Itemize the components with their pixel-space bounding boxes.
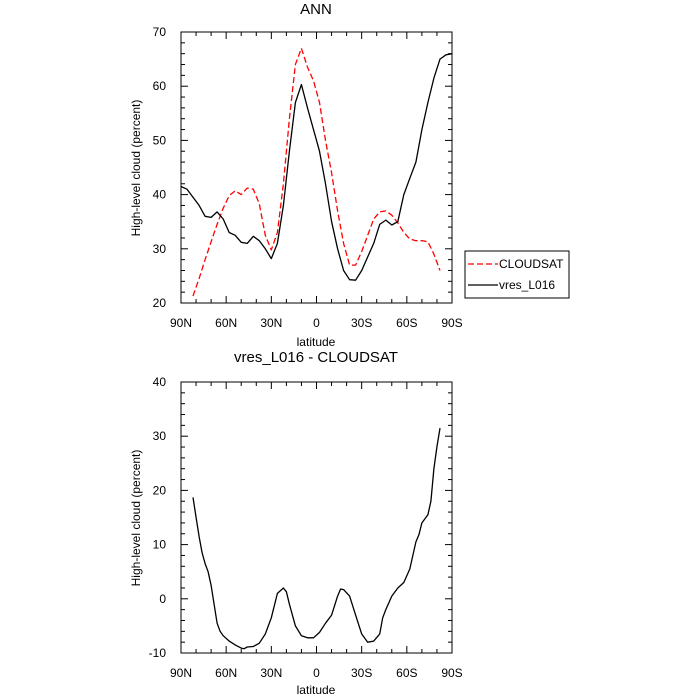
x-tick-label: 30N (260, 316, 282, 330)
x-tick-label: 0 (313, 666, 320, 680)
x-axis-label: latitude (297, 335, 336, 349)
legend-label-cloudsat: CLOUDSAT (499, 257, 564, 271)
legend-box (464, 250, 570, 299)
x-tick-label: 90S (441, 666, 462, 680)
x-tick-label: 60S (396, 666, 417, 680)
x-tick-label: 60N (215, 316, 237, 330)
x-tick-label: 30N (260, 666, 282, 680)
x-tick-label: 0 (313, 316, 320, 330)
y-tick-label: 30 (153, 242, 167, 256)
tick-group: 90N 60N 30N 0 30S 60S 90S 20 30 40 50 60 70 (153, 25, 463, 330)
y-tick-label: -10 (149, 646, 167, 660)
y-tick-label: 20 (153, 483, 167, 497)
x-tick-label: 90N (170, 666, 192, 680)
series-line-cloudsat (192, 47, 441, 297)
series-layer (192, 427, 441, 650)
y-tick-label: 10 (153, 538, 167, 552)
chart-title: ANN (300, 1, 332, 18)
series-layer (180, 47, 453, 297)
y-tick-label: 50 (153, 133, 167, 147)
y-tick-label: 60 (153, 79, 167, 93)
y-axis-label: High-level cloud (percent) (129, 450, 143, 587)
panel-difference: vres_L016 - CLOUDSAT latitude High-level… (129, 349, 463, 697)
x-tick-label: 30S (351, 316, 372, 330)
legend: CLOUDSAT vres_L016 (464, 250, 570, 299)
y-tick-label: 70 (153, 25, 167, 39)
chart-title: vres_L016 - CLOUDSAT (234, 349, 398, 366)
tick-group: 90N 60N 30N 0 30S 60S 90S -10 0 10 20 30 40 (149, 375, 463, 680)
y-tick-label: 40 (153, 188, 167, 202)
series-line-vres-l016-cloudsat (192, 427, 441, 650)
series-line-vres-l016 (180, 53, 453, 281)
plot-frame (180, 381, 453, 654)
y-tick-label: 20 (153, 296, 167, 310)
x-tick-label: 30S (351, 666, 372, 680)
x-axis-label: latitude (297, 683, 336, 697)
panel-ann: ANN latitude High-level cloud (percent) … (129, 1, 463, 349)
x-tick-label: 60N (215, 666, 237, 680)
x-tick-label: 90S (441, 316, 462, 330)
x-tick-label: 60S (396, 316, 417, 330)
y-tick-label: 0 (159, 592, 166, 606)
x-tick-label: 90N (170, 316, 192, 330)
y-tick-label: 30 (153, 429, 167, 443)
y-axis-label: High-level cloud (percent) (129, 100, 143, 237)
plot-frame (180, 31, 453, 304)
legend-label-vres: vres_L016 (499, 278, 555, 292)
y-tick-label: 40 (153, 375, 167, 389)
